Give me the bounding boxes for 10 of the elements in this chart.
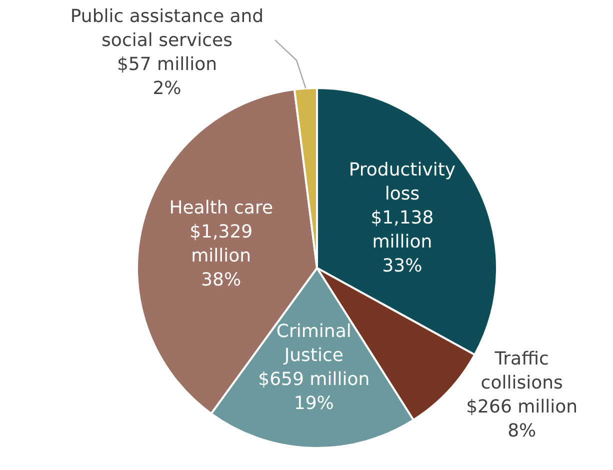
slice-label: Productivity loss xyxy=(348,160,456,205)
slice-label: Criminal Justice xyxy=(276,320,352,366)
data-label: $57 million 2% xyxy=(116,54,218,99)
slice-label: Health care xyxy=(169,197,274,218)
slice-label: Public assistance and social services xyxy=(70,6,264,51)
slice-label: Traffic collisions xyxy=(480,348,563,394)
data-label: $1,138 million 33% xyxy=(370,208,434,277)
data-label: $1,329 million 38% xyxy=(190,221,253,290)
data-label: $659 million 19% xyxy=(258,368,370,414)
data-label: $266 million 8% xyxy=(466,396,578,442)
